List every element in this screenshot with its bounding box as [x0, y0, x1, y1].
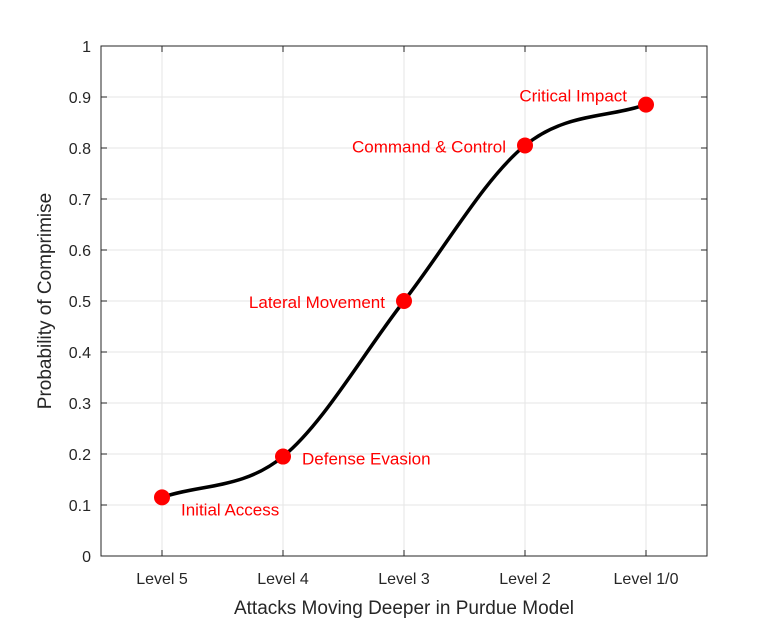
y-tick-label: 0: [82, 549, 91, 566]
x-axis-label: Attacks Moving Deeper in Purdue Model: [234, 598, 574, 619]
data-point: [275, 448, 291, 465]
x-tick-label: Level 5: [136, 571, 188, 588]
y-tick-label: 0.1: [69, 498, 91, 515]
y-tick-label: 0.8: [69, 141, 91, 158]
y-tick-label: 0.9: [69, 90, 91, 107]
x-tick-label: Level 1/0: [614, 571, 679, 588]
y-tick-label: 0.7: [69, 192, 91, 209]
y-tick-label: 0.3: [69, 396, 91, 413]
data-point: [517, 137, 533, 154]
point-label: Defense Evasion: [302, 450, 431, 469]
axis-ticks: 0 0.1 0.2 0.3 0.4 0.5 0.6 0.7 0.8 0.9 1 Level 5 Leve…: [69, 39, 707, 588]
point-labels: Initial Access Defense Evasion Lateral Mov…: [181, 87, 627, 520]
y-axis-label: Probability of Comprimise: [35, 193, 56, 409]
point-label: Lateral Movement: [249, 293, 385, 312]
y-tick-label: 0.6: [69, 243, 91, 260]
y-tick-label: 0.2: [69, 447, 91, 464]
y-tick-label: 0.4: [69, 345, 91, 362]
data-point: [154, 489, 170, 506]
x-tick-label: Level 2: [499, 571, 551, 588]
point-label: Command & Control: [352, 137, 506, 156]
point-label: Initial Access: [181, 500, 279, 519]
x-tick-label: Level 4: [257, 571, 309, 588]
data-point: [638, 96, 654, 113]
point-label: Critical Impact: [519, 87, 627, 106]
data-point: [396, 293, 412, 309]
y-tick-label: 0.5: [69, 294, 91, 311]
data-points: [154, 96, 654, 506]
y-tick-label: 1: [82, 39, 91, 56]
x-tick-label: Level 3: [378, 571, 430, 588]
